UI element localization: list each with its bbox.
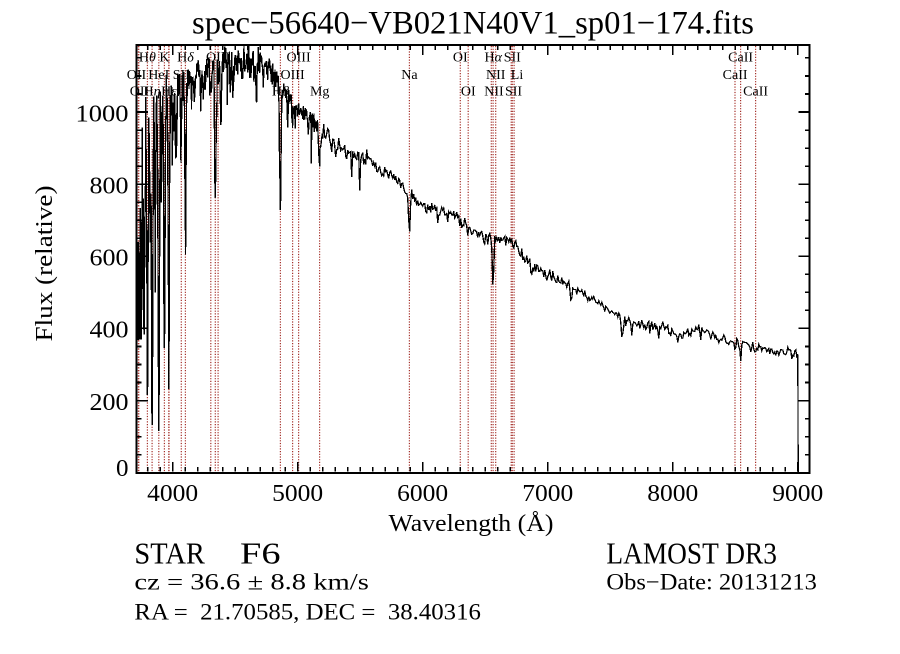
- svg-text:Wavelength (Å): Wavelength (Å): [389, 511, 554, 537]
- svg-text:200: 200: [90, 389, 129, 416]
- svg-text:SII: SII: [504, 51, 521, 66]
- svg-text:OIII: OIII: [287, 51, 311, 66]
- svg-text:Na: Na: [401, 68, 418, 83]
- svg-text:600: 600: [90, 245, 129, 272]
- svg-text:5000: 5000: [272, 480, 323, 507]
- svg-text:6000: 6000: [397, 480, 448, 507]
- svg-text:800: 800: [90, 172, 129, 199]
- svg-text:OI: OI: [453, 51, 468, 66]
- svg-text:OIII: OIII: [281, 68, 305, 83]
- svg-text:HeI: HeI: [148, 68, 169, 83]
- svg-text:CaII: CaII: [723, 68, 748, 83]
- svg-text:8000: 8000: [647, 480, 698, 507]
- svg-text:Li: Li: [511, 68, 524, 83]
- svg-text:OI: OI: [461, 84, 476, 99]
- svg-text:RA = 21.70585, DEC = 38.4031: RA = 21.70585, DEC = 38.40316: [134, 600, 481, 625]
- svg-text:Mg: Mg: [310, 84, 329, 99]
- svg-text:F6: F6: [240, 535, 281, 570]
- svg-text:STAR: STAR: [134, 535, 205, 570]
- svg-text:4000: 4000: [147, 480, 198, 507]
- svg-text:NII: NII: [486, 68, 506, 83]
- svg-text:spec−56640−VB021N40V1_sp01−174: spec−56640−VB021N40V1_sp01−174.fits: [192, 6, 754, 42]
- svg-text:Hθ: Hθ: [139, 51, 156, 66]
- svg-text:OII: OII: [130, 84, 150, 99]
- svg-text:7000: 7000: [522, 480, 573, 507]
- svg-text:9000: 9000: [772, 480, 823, 507]
- svg-text:cz = 36.6 ± 8.8 km/s: cz = 36.6 ± 8.8 km/s: [134, 570, 369, 595]
- svg-text:Hδ: Hδ: [177, 51, 194, 66]
- svg-text:400: 400: [90, 317, 129, 344]
- svg-text:NII: NII: [484, 84, 504, 99]
- svg-text:Flux (relative): Flux (relative): [32, 186, 58, 342]
- svg-text:Hα: Hα: [484, 51, 502, 66]
- svg-text:Hε: Hε: [161, 84, 177, 99]
- svg-text:LAMOST DR3: LAMOST DR3: [606, 535, 777, 570]
- svg-text:CaII: CaII: [728, 51, 753, 66]
- svg-text:1000: 1000: [76, 100, 129, 127]
- svg-text:CaII: CaII: [743, 84, 768, 99]
- svg-text:OII: OII: [127, 68, 147, 83]
- svg-text:K: K: [159, 51, 169, 66]
- svg-text:Obs−Date: 20131213: Obs−Date: 20131213: [606, 570, 817, 595]
- svg-text:SII: SII: [505, 84, 522, 99]
- svg-text:0: 0: [116, 455, 129, 482]
